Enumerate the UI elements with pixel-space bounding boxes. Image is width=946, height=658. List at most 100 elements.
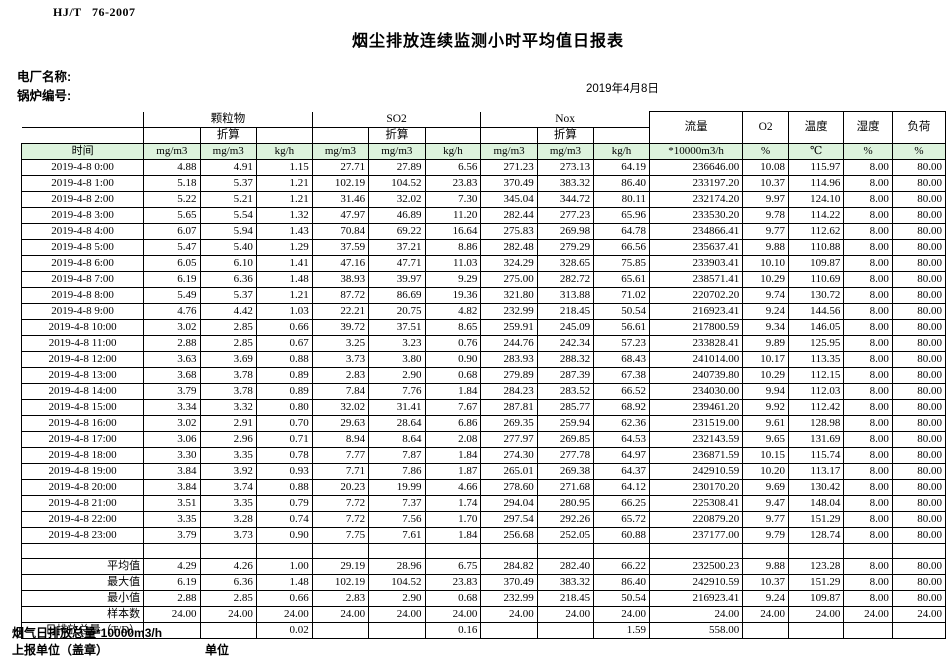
cell-so2-mg: 3.25 (311, 334, 370, 352)
cell-so2-mg: 7.77 (311, 446, 370, 464)
cell-time: 2019-4-8 3:00 (20, 206, 145, 224)
cell-load: 80.00 (891, 318, 946, 336)
cell-so2-converted: 7.56 (368, 510, 426, 528)
cell-o2: 10.37 (742, 573, 789, 591)
cell-pm-kgh: 0.93 (255, 462, 313, 480)
cell-humidity: 8.00 (843, 350, 893, 368)
cell-so2-mg: 87.72 (311, 286, 370, 304)
cell-temperature: 151.29 (787, 510, 845, 528)
cell-nox-mg: 277.97 (480, 430, 538, 448)
cell-nox-mg: 256.68 (480, 526, 538, 544)
cell-so2-mg: 22.21 (311, 302, 370, 320)
table-row: 2019-4-8 22:00 3.35 3.28 0.74 7.72 7.56 1.70 29… (20, 510, 946, 528)
cell-o2: 9.78 (742, 206, 789, 224)
cell-time: 2019-4-8 15:00 (20, 398, 145, 416)
cell-pm-mg: 3.79 (143, 526, 201, 544)
cell-time: 2019-4-8 5:00 (20, 238, 145, 256)
summary-label: 最小值 (20, 589, 145, 607)
cell-o2: 9.88 (742, 238, 789, 256)
cell-humidity: 24.00 (843, 605, 893, 623)
cell-nox-kgh: 65.61 (593, 270, 650, 288)
cell-humidity: 8.00 (843, 174, 893, 192)
cell-humidity: 8.00 (843, 158, 893, 176)
table-row: 2019-4-8 20:00 3.84 3.74 0.88 20.23 19.99 4.66… (20, 478, 946, 496)
cell-pm-kgh: 1.15 (255, 158, 313, 176)
cell-o2: 10.20 (742, 462, 789, 480)
cell-pm-kgh: 1.41 (255, 254, 313, 272)
cell-time: 2019-4-8 10:00 (20, 318, 145, 336)
cell-time: 2019-4-8 12:00 (20, 350, 145, 368)
cell-so2-mg: 102.19 (311, 174, 370, 192)
cell-nox-converted: 287.39 (536, 366, 595, 384)
header-so2-converted: 折算 (368, 126, 426, 144)
cell-nox-converted: 383.32 (536, 573, 595, 591)
cell-pm-mg: 5.22 (143, 190, 201, 208)
cell-so2-converted: 3.23 (368, 334, 426, 352)
plant-name-label: 电厂名称: (17, 70, 72, 84)
header-unit-humidity: % (843, 142, 893, 160)
cell-load: 80.00 (891, 270, 946, 288)
header-nox-kgh-blank (593, 126, 650, 144)
cell-nox-kgh: 65.72 (593, 510, 650, 528)
header-unit-pm-mg: mg/m3 (143, 142, 201, 160)
cell-so2-converted: 7.61 (368, 526, 426, 544)
header-group-so2: SO2 (311, 111, 482, 128)
cell-so2-converted: 7.87 (368, 446, 426, 464)
cell-temperature: 124.10 (787, 190, 845, 208)
cell-humidity: 8.00 (843, 526, 893, 544)
cell-o2: 9.89 (742, 334, 789, 352)
header-pm-kgh-blank (255, 126, 313, 144)
cell-pm-kgh: 0.89 (255, 382, 313, 400)
spacer-cell-nox-mg (480, 542, 538, 559)
cell-so2-mg: 38.93 (311, 270, 370, 288)
cell-time: 2019-4-8 7:00 (20, 270, 145, 288)
cell-nox-converted: 328.65 (536, 254, 595, 272)
cell-humidity: 8.00 (843, 478, 893, 496)
cell-so2-kgh: 4.82 (424, 302, 482, 320)
table-row: 2019-4-8 7:00 6.19 6.36 1.48 38.93 39.97 9.29 2… (20, 270, 946, 288)
cell-flow: 242910.59 (648, 462, 744, 480)
cell-so2-converted: 46.89 (368, 206, 426, 224)
cell-load: 80.00 (891, 190, 946, 208)
cell-so2-mg: 20.23 (311, 478, 370, 496)
cell-o2: 9.97 (742, 190, 789, 208)
cell-so2-kgh: 1.84 (424, 382, 482, 400)
cell-so2-kgh: 11.03 (424, 254, 482, 272)
row-maximum: 最大值 6.19 6.36 1.48 102.19 104.52 23.83 370.49 38… (20, 573, 946, 591)
cell-flow: 217800.59 (648, 318, 744, 336)
cell-load: 80.00 (891, 382, 946, 400)
table-row: 2019-4-8 11:00 2.88 2.85 0.67 3.25 3.23 0.76 24… (20, 334, 946, 352)
header-group-temperature: 温度 (787, 111, 845, 143)
cell-temperature (787, 621, 845, 639)
cell-temperature: 112.62 (787, 222, 845, 240)
cell-nox-mg: 283.93 (480, 350, 538, 368)
table-row: 2019-4-8 2:00 5.22 5.21 1.21 31.46 32.02 7.30 3… (20, 190, 946, 208)
spacer-cell-load (891, 542, 946, 559)
cell-nox-converted: 383.32 (536, 174, 595, 192)
cell-so2-mg: 7.72 (311, 494, 370, 512)
cell-so2-mg: 7.71 (311, 462, 370, 480)
cell-so2-converted: 39.97 (368, 270, 426, 288)
cell-nox-mg: 297.54 (480, 510, 538, 528)
cell-so2-kgh: 8.65 (424, 318, 482, 336)
cell-o2: 9.34 (742, 318, 789, 336)
cell-so2-converted: 19.99 (368, 478, 426, 496)
cell-nox-converted: 259.94 (536, 414, 595, 432)
cell-pm-kgh: 0.90 (255, 526, 313, 544)
header-unit-load: % (891, 142, 946, 160)
cell-nox-kgh: 64.37 (593, 462, 650, 480)
cell-humidity: 8.00 (843, 334, 893, 352)
cell-o2 (742, 621, 789, 639)
cell-load: 80.00 (891, 286, 946, 304)
cell-nox-mg: 278.60 (480, 478, 538, 496)
cell-temperature: 115.74 (787, 446, 845, 464)
table-row: 2019-4-8 5:00 5.47 5.40 1.29 37.59 37.21 8.86 2… (20, 238, 946, 256)
cell-so2-mg: 39.72 (311, 318, 370, 336)
cell-flow: 233828.41 (648, 334, 744, 352)
cell-o2: 10.17 (742, 350, 789, 368)
cell-load: 80.00 (891, 589, 946, 607)
cell-time: 2019-4-8 21:00 (20, 494, 145, 512)
cell-nox-converted: 269.85 (536, 430, 595, 448)
spacer-cell-o2 (742, 542, 789, 559)
cell-pm-kgh: 0.88 (255, 478, 313, 496)
